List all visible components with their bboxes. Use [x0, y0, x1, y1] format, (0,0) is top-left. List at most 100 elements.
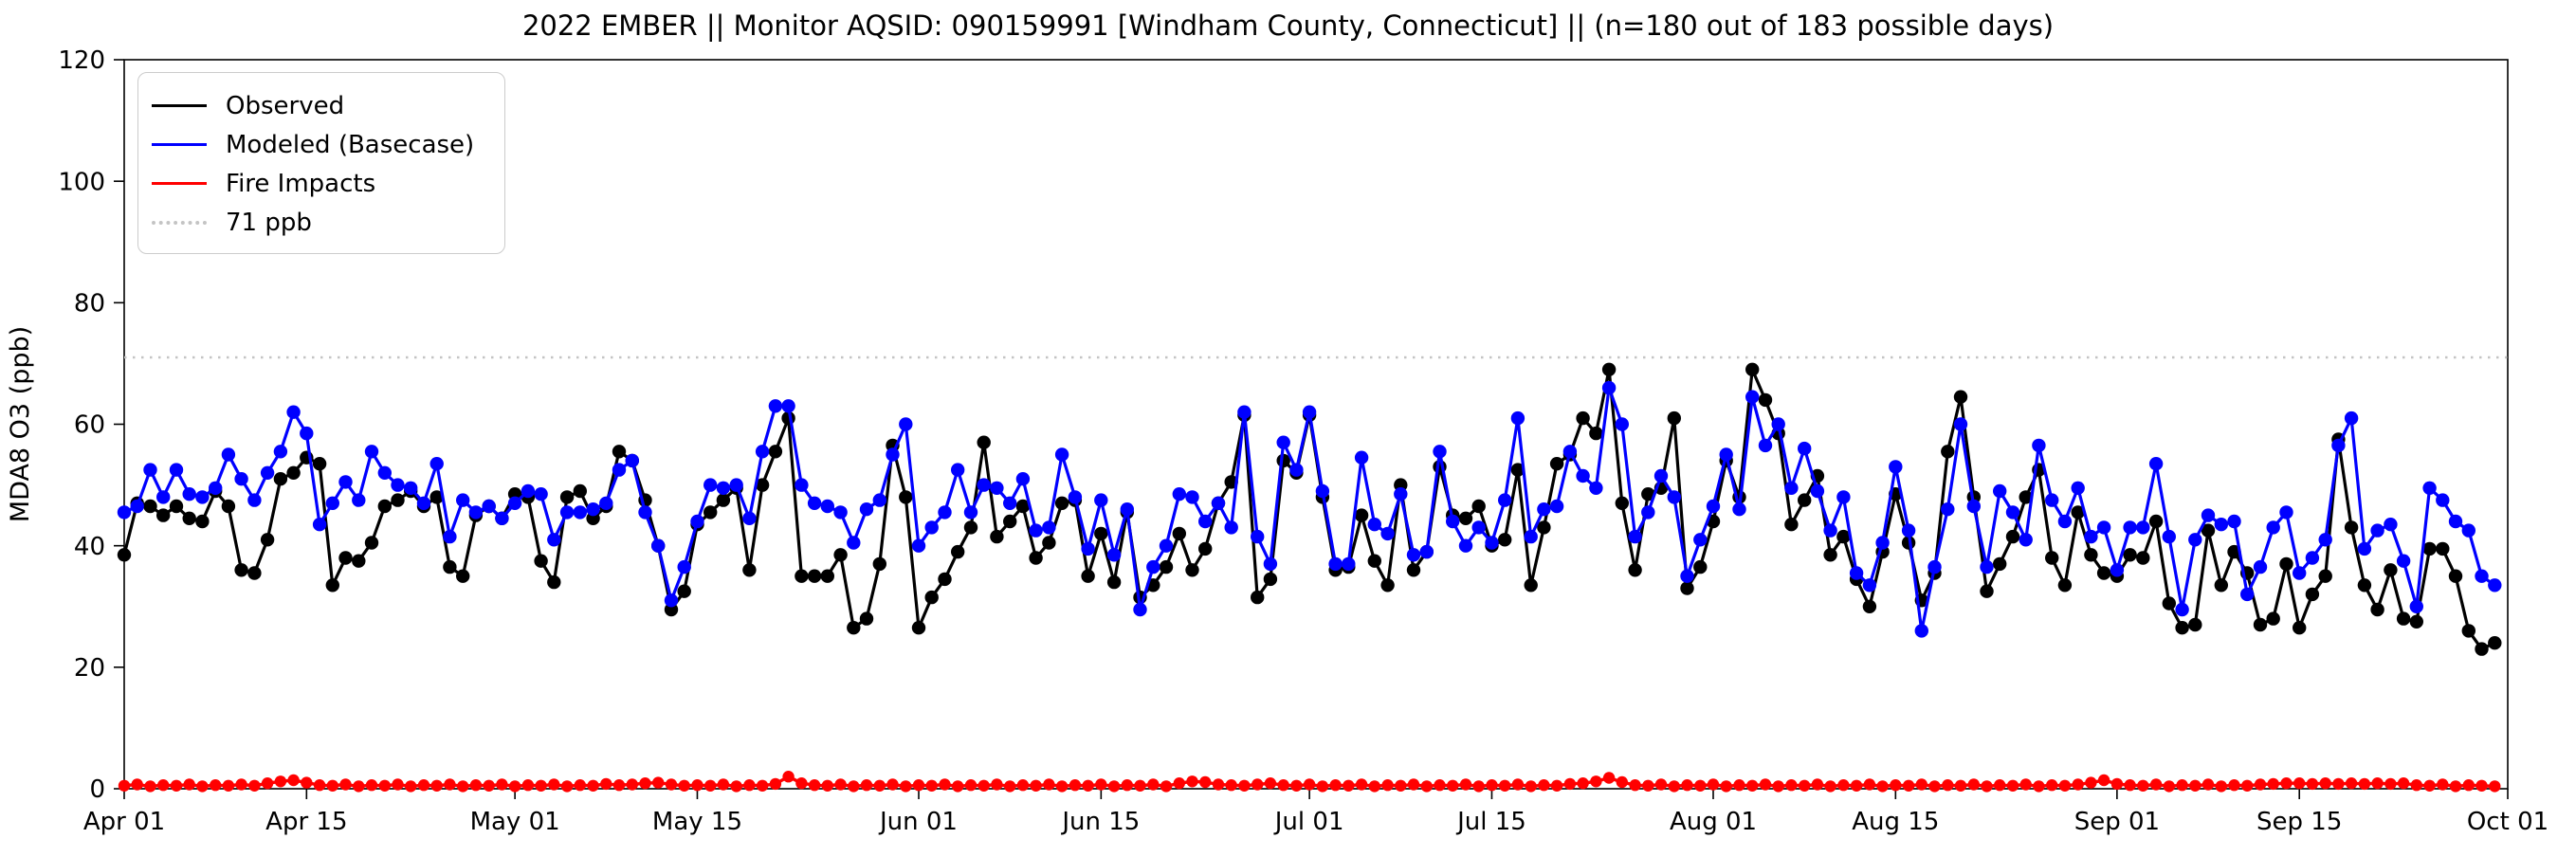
- observed-series-point: [1106, 574, 1122, 590]
- modeled-series-point: [2240, 587, 2255, 602]
- modeled-series-point: [495, 511, 509, 525]
- fire-series-point: [1746, 779, 1759, 792]
- modeled-series-point: [1667, 490, 1682, 504]
- modeled-series-point: [2488, 578, 2502, 593]
- fire-series-point: [1420, 780, 1434, 793]
- fire-series-point: [483, 779, 495, 792]
- modeled-series-point: [1394, 487, 1408, 501]
- fire-series-point: [1343, 779, 1355, 792]
- fire-series-point: [782, 771, 795, 783]
- fire-series-point: [1850, 779, 1863, 792]
- observed-series-point: [1094, 526, 1108, 541]
- modeled-series-point: [325, 496, 339, 510]
- modeled-series-point: [1549, 499, 1564, 514]
- fire-series-point: [626, 778, 638, 791]
- fire-series-point: [2280, 777, 2293, 790]
- modeled-series-point: [1185, 490, 1199, 504]
- fire-series-point: [1642, 779, 1654, 792]
- fire-series-point: [392, 778, 404, 791]
- modeled-series-point: [260, 465, 275, 480]
- modeled-series-point: [1224, 520, 1238, 535]
- modeled-series-point: [768, 399, 783, 413]
- modeled-series-point: [1798, 441, 1812, 456]
- observed-series-point: [612, 445, 627, 459]
- observed-series-point: [795, 569, 809, 583]
- modeled-series-point: [599, 496, 613, 510]
- observed-series-point: [534, 554, 548, 568]
- observed-series-point: [286, 465, 301, 480]
- modeled-series-point: [1211, 496, 1226, 510]
- observed-series-point: [456, 569, 470, 583]
- modeled-series-point: [1081, 541, 1095, 556]
- modeled-series-point: [977, 478, 991, 492]
- modeled-series-point: [2084, 529, 2098, 544]
- modeled-series-point: [899, 417, 913, 431]
- observed-series-point: [1615, 496, 1630, 510]
- modeled-series-point: [2331, 438, 2346, 453]
- observed-series-point: [325, 578, 339, 593]
- observed-series-point: [2293, 621, 2307, 635]
- observed-series-point: [2136, 551, 2150, 565]
- fire-series-point: [235, 778, 247, 791]
- observed-series-point: [559, 490, 575, 504]
- observed-series-point: [1980, 584, 1994, 598]
- modeled-series-point: [1367, 518, 1382, 532]
- observed-series-point: [872, 556, 886, 572]
- fire-series-point: [1290, 779, 1303, 792]
- fire-series-point: [1629, 779, 1641, 792]
- modeled-series-point: [1276, 435, 1290, 449]
- fire-series-point: [795, 777, 808, 790]
- modeled-series-point: [638, 505, 652, 520]
- modeled-series-point: [1328, 556, 1343, 572]
- fire-series-point: [1082, 779, 1094, 792]
- modeled-series-point: [1980, 559, 1994, 574]
- fire-series-point: [2345, 777, 2358, 790]
- observed-series-point: [924, 590, 939, 605]
- modeled-series-point: [1927, 559, 1942, 574]
- legend: Observed Modeled (Basecase) Fire Impacts…: [137, 72, 505, 254]
- modeled-series-point: [1498, 493, 1512, 507]
- modeled-series-point: [1133, 602, 1147, 617]
- observed-series-point: [1159, 559, 1174, 574]
- observed-series-point: [2488, 636, 2502, 650]
- modeled-series-point: [2032, 438, 2046, 453]
- fire-series-point: [834, 778, 847, 791]
- modeled-series-point: [573, 505, 587, 520]
- fire-series-point: [2371, 777, 2384, 790]
- modeled-series-markers: [117, 380, 2502, 638]
- fire-series-point: [1147, 778, 1160, 791]
- modeled-series-point: [1380, 526, 1395, 541]
- observed-series-point: [1589, 426, 1603, 441]
- observed-series-point: [1862, 599, 1877, 613]
- fire-series-point: [1121, 779, 1134, 792]
- modeled-series-point: [1875, 536, 1890, 550]
- fire-series-point: [2293, 777, 2306, 790]
- modeled-series-point: [807, 496, 822, 510]
- modeled-series-point: [2436, 493, 2450, 507]
- fire-series-point: [405, 780, 417, 793]
- observed-series-point: [951, 544, 965, 559]
- observed-series-point: [1003, 514, 1017, 529]
- observed-series-point: [338, 551, 353, 565]
- fire-series-point: [1055, 780, 1069, 793]
- fire-series-point: [2254, 778, 2267, 791]
- fire-series-point: [1499, 779, 1511, 792]
- fire-series-point: [2423, 779, 2436, 792]
- modeled-series-point: [1628, 529, 1642, 544]
- fire-series-point: [118, 779, 131, 792]
- modeled-series-point: [1719, 447, 1733, 462]
- modeled-series-point: [833, 505, 848, 520]
- modeled-series-point: [2110, 563, 2125, 577]
- fire-series-point: [1590, 775, 1602, 788]
- observed-series-point: [2422, 541, 2437, 556]
- modeled-series-point: [1576, 468, 1590, 483]
- fire-series-point: [1837, 779, 1850, 792]
- observed-series-point: [2266, 611, 2280, 626]
- fire-series-point: [457, 780, 469, 793]
- y-tick-label: 120: [58, 46, 105, 75]
- fire-series-point: [860, 779, 873, 792]
- modeled-series-point: [416, 496, 431, 510]
- modeled-series-point: [1849, 566, 1864, 580]
- fire-series-point: [808, 779, 821, 792]
- fire-series-point: [925, 779, 938, 792]
